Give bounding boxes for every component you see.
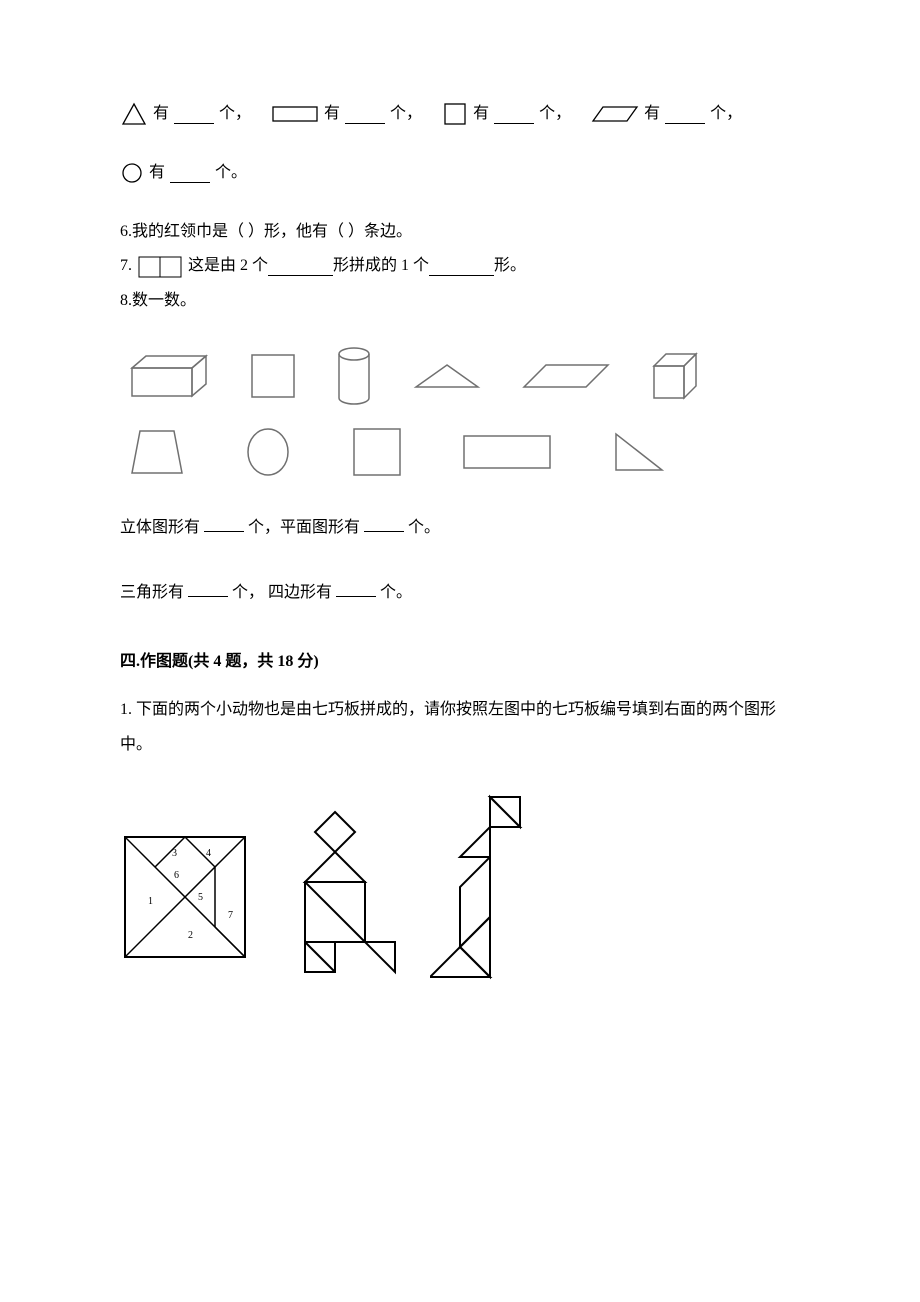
q8-line-2: 三角形有 个， 四边形有 个。: [120, 578, 800, 608]
q7-mid: 形拼成的 1 个: [333, 252, 429, 281]
rectangle-icon: [271, 103, 319, 125]
tangram-label-4: 4: [206, 848, 211, 859]
flat-triangle-icon: [412, 361, 482, 391]
oval-icon: [244, 426, 292, 478]
tangram-label-7: 7: [228, 910, 233, 921]
parallelogram-icon: [591, 103, 639, 125]
tangram-label-2: 2: [188, 930, 193, 941]
q7-label: 7.: [120, 252, 132, 281]
triangle-blank[interactable]: [174, 105, 214, 124]
q8-title: 数一数。: [132, 287, 196, 316]
rectangle-count-item: 有 个，: [271, 100, 422, 129]
shapes-grid-row-1: [120, 346, 800, 406]
square-blank[interactable]: [494, 105, 534, 124]
square-count-item: 有 个，: [442, 100, 571, 129]
section-4-title: 四.作图题(共 4 题，共 18 分): [120, 648, 800, 677]
q7-before: 这是由 2 个: [188, 252, 268, 281]
q8-l2-a: 三角形有: [120, 584, 184, 601]
triangle-prefix: 有: [153, 100, 169, 129]
q8-line-1: 立体图形有 个，平面图形有 个。: [120, 513, 800, 543]
s4-q1-text: 下面的两个小动物也是由七巧板拼成的，请你按照左图中的七巧板编号填到右面的两个图形…: [120, 701, 776, 753]
q8-blank-flat[interactable]: [364, 513, 404, 532]
tangram-animal-1-icon: [280, 807, 400, 987]
para-suffix: 个，: [710, 100, 742, 129]
question-6: 6. 我的红领巾是（ ）形，他有（ ）条边。: [120, 218, 800, 247]
section-4-q1: 1. 下面的两个小动物也是由七巧板拼成的，请你按照左图中的七巧板编号填到右面的两…: [120, 692, 800, 762]
right-triangle-icon: [612, 430, 666, 474]
tangram-label-5: 5: [198, 892, 203, 903]
q8-l1-a: 立体图形有: [120, 519, 200, 536]
shape-count-row-1: 有 个， 有 个， 有 个， 有 个，: [120, 100, 800, 129]
shapes-grid-row-2: [120, 426, 800, 478]
q7-after: 形。: [494, 252, 526, 281]
square-suffix: 个，: [539, 100, 571, 129]
tangram-animal-2-icon: [430, 792, 540, 1002]
q8-label: 8.: [120, 287, 132, 316]
tangram-label-3: 3: [172, 848, 177, 859]
rect-suffix: 个，: [390, 100, 422, 129]
circle-prefix: 有: [149, 159, 165, 188]
triangle-suffix: 个，: [219, 100, 251, 129]
q8-blank-solid[interactable]: [204, 513, 244, 532]
tangram-row: 1 2 3 4 5 6 7: [120, 792, 800, 1002]
q8-l2-c: 个。: [380, 584, 412, 601]
square-shape-2-icon: [352, 427, 402, 477]
q7-double-square-icon: [138, 256, 182, 278]
circle-suffix: 个。: [215, 159, 247, 188]
cylinder-icon: [336, 346, 372, 406]
parallelogram-count-item: 有 个，: [591, 100, 742, 129]
cube-icon: [652, 352, 700, 400]
circle-icon: [120, 161, 144, 185]
question-7: 7. 这是由 2 个 形拼成的 1 个 形。: [120, 252, 800, 281]
question-8-title: 8. 数一数。: [120, 287, 800, 316]
triangle-icon: [120, 101, 148, 127]
cuboid-icon: [130, 354, 210, 398]
square-icon: [442, 101, 468, 127]
q6-label: 6.: [120, 218, 132, 247]
shape-count-row-2: 有 个。: [120, 159, 800, 188]
para-blank[interactable]: [665, 105, 705, 124]
para-prefix: 有: [644, 100, 660, 129]
q8-blank-quad[interactable]: [336, 578, 376, 597]
q6-text: 我的红领巾是（ ）形，他有（ ）条边。: [132, 218, 412, 247]
tangram-square-icon: 1 2 3 4 5 6 7: [120, 832, 250, 962]
s4-q1-label: 1.: [120, 701, 132, 718]
q8-l2-b: 个， 四边形有: [232, 584, 332, 601]
trapezoid-icon: [130, 427, 184, 477]
q8-l1-c: 个。: [408, 519, 440, 536]
q7-blank-2[interactable]: [429, 257, 494, 276]
rectangle-shape-icon: [462, 434, 552, 470]
q8-blank-tri[interactable]: [188, 578, 228, 597]
tangram-label-1: 1: [148, 896, 153, 907]
rect-blank[interactable]: [345, 105, 385, 124]
circle-count-item: 有 个。: [120, 159, 247, 188]
square-prefix: 有: [473, 100, 489, 129]
parallelogram-shape-icon: [522, 361, 612, 391]
triangle-count-item: 有 个，: [120, 100, 251, 129]
shapes-grid: [120, 346, 800, 478]
tangram-label-6: 6: [174, 870, 179, 881]
rect-prefix: 有: [324, 100, 340, 129]
square-shape-icon: [250, 353, 296, 399]
circle-blank[interactable]: [170, 164, 210, 183]
q7-blank-1[interactable]: [268, 257, 333, 276]
q8-l1-b: 个，平面图形有: [248, 519, 360, 536]
